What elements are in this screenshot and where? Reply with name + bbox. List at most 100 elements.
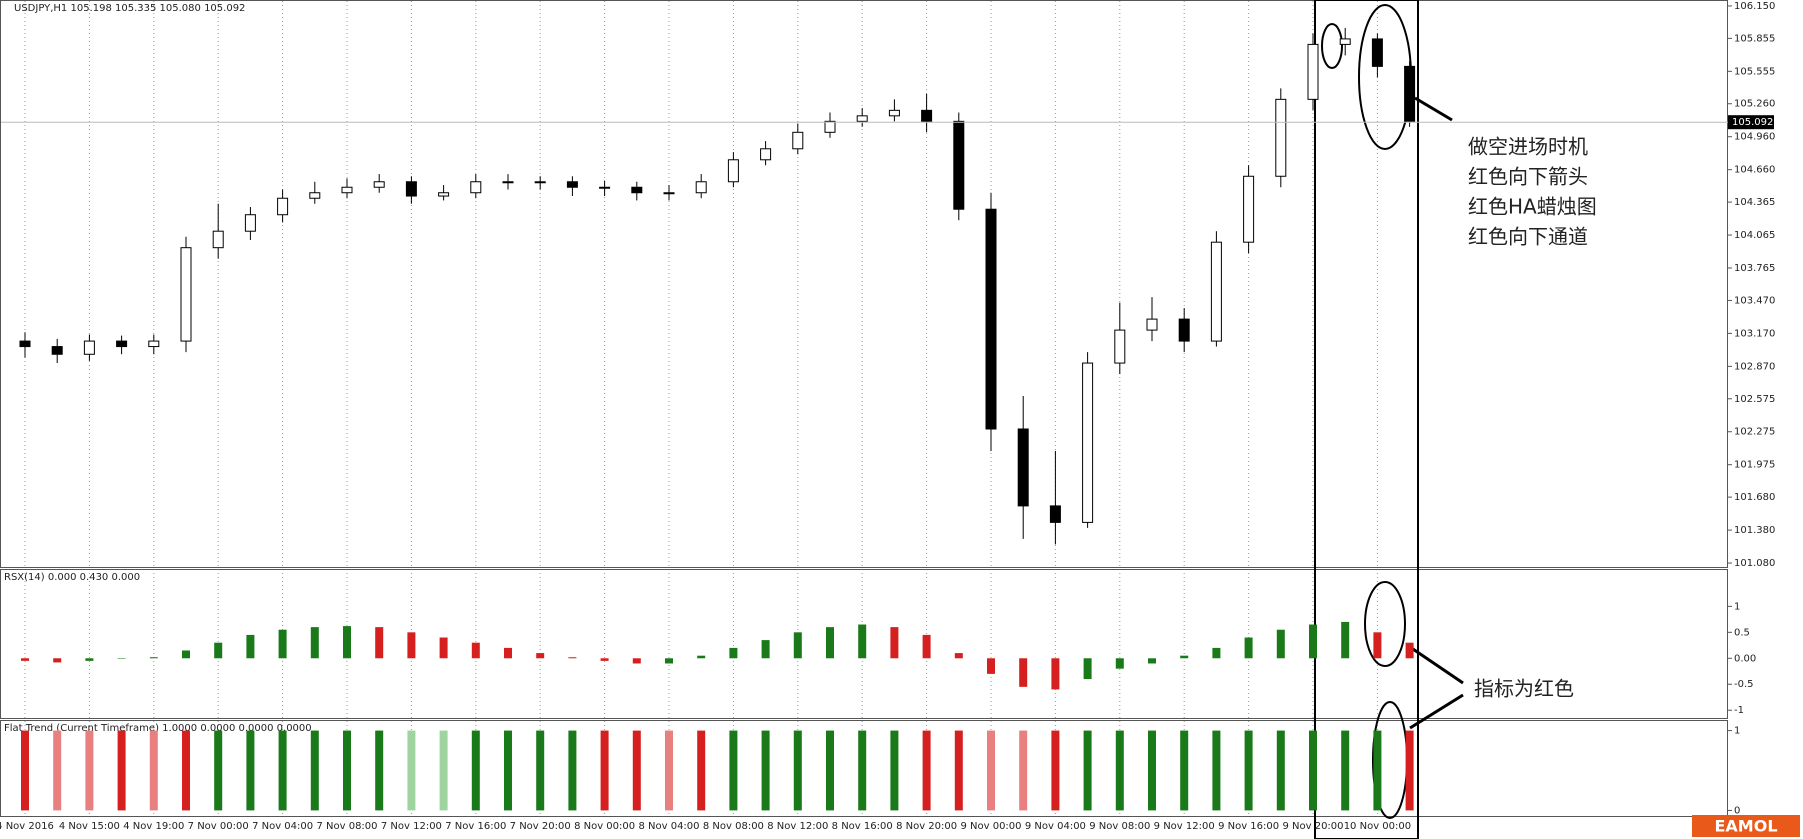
x-tick-label: 10 Nov 00:00 xyxy=(1344,821,1411,832)
bar xyxy=(310,730,319,811)
candle-body xyxy=(83,340,95,355)
y-tick-label: 0 xyxy=(1734,805,1740,816)
bar xyxy=(1276,629,1285,659)
bar xyxy=(1309,624,1317,659)
bar xyxy=(858,730,867,811)
bar xyxy=(665,730,673,811)
bar xyxy=(826,730,834,811)
y-tick-label: -0.5 xyxy=(1734,679,1754,690)
candle-body xyxy=(1404,65,1416,122)
y-tick-label: 105.260 xyxy=(1734,99,1775,110)
y-tick-label: 104.960 xyxy=(1734,132,1775,143)
x-tick-label: 9 Nov 08:00 xyxy=(1089,821,1150,832)
bar xyxy=(1244,637,1253,659)
bar xyxy=(21,730,29,811)
bar xyxy=(53,730,62,811)
highlight-box xyxy=(1314,0,1419,839)
bar xyxy=(568,657,577,659)
annotation: 红色向下通道 xyxy=(1468,225,1588,249)
candle-body xyxy=(631,186,643,194)
bar xyxy=(1276,730,1285,811)
last-price-label: 105.092 xyxy=(1732,117,1773,128)
candle-body xyxy=(438,192,450,197)
x-tick-label: 9 Nov 16:00 xyxy=(1218,821,1279,832)
annotation: 红色HA蜡烛图 xyxy=(1468,195,1597,219)
x-tick-label: 8 Nov 04:00 xyxy=(638,821,699,832)
candle-body xyxy=(1114,329,1126,364)
bar xyxy=(890,730,899,811)
bar xyxy=(826,627,834,659)
bar xyxy=(182,730,190,811)
bar xyxy=(85,730,94,811)
bar xyxy=(214,642,223,659)
candle-body xyxy=(405,181,417,197)
bar xyxy=(536,730,545,811)
x-tick-label: 8 Nov 08:00 xyxy=(703,821,764,832)
candle-body xyxy=(373,181,385,188)
annotation: 做空进场时机 xyxy=(1468,135,1588,159)
candle-body xyxy=(212,230,224,249)
y-tick-label: 103.765 xyxy=(1734,263,1775,274)
y-tick-label: 101.680 xyxy=(1734,492,1775,503)
panel-title: RSX(14) 0.000 0.430 0.000 xyxy=(4,572,140,583)
bar xyxy=(697,655,706,659)
x-tick-label: 7 Nov 20:00 xyxy=(510,821,571,832)
candle-body xyxy=(792,131,804,150)
candle-body xyxy=(244,214,256,232)
candle-body xyxy=(695,181,707,194)
candle-body xyxy=(534,181,546,184)
bar xyxy=(665,658,673,664)
bar xyxy=(149,657,158,659)
bar xyxy=(343,730,351,811)
bar xyxy=(793,632,802,659)
bar xyxy=(85,658,94,661)
bar xyxy=(922,730,931,811)
bar xyxy=(632,730,641,811)
candle-body xyxy=(599,186,611,189)
candle-body xyxy=(1339,38,1351,45)
bar xyxy=(697,730,706,811)
bar xyxy=(53,658,62,663)
x-tick-label: 7 Nov 04:00 xyxy=(252,821,313,832)
x-tick-label: 4 Nov 2016 xyxy=(0,821,54,832)
watermark: EAMOL xyxy=(1714,817,1777,836)
chart-title: USDJPY,H1 105.198 105.335 105.080 105.09… xyxy=(14,3,245,14)
last-price-box xyxy=(1728,115,1774,130)
bar xyxy=(1115,658,1124,669)
bar xyxy=(954,730,963,811)
y-tick-label: 106.150 xyxy=(1734,1,1775,12)
panel-title: Flat Trend (Current Timeframe) 1.0000 0.… xyxy=(4,723,312,734)
bar xyxy=(246,634,255,659)
candle-body xyxy=(180,247,192,342)
bar xyxy=(1051,730,1060,811)
bar xyxy=(182,650,190,659)
bar xyxy=(1405,730,1414,811)
x-tick-label: 8 Nov 00:00 xyxy=(574,821,635,832)
bar xyxy=(310,627,319,659)
bar xyxy=(858,624,867,659)
bar xyxy=(504,647,512,659)
bar xyxy=(1405,642,1414,659)
x-tick-label: 7 Nov 12:00 xyxy=(381,821,442,832)
candle-body xyxy=(1049,505,1061,523)
bar xyxy=(729,647,738,659)
y-tick-label: 1 xyxy=(1734,601,1740,612)
bar xyxy=(214,730,223,811)
candle-body xyxy=(727,159,739,183)
x-tick-label: 4 Nov 19:00 xyxy=(123,821,184,832)
y-tick-label: 103.170 xyxy=(1734,328,1775,339)
candle-body xyxy=(1275,98,1287,177)
y-tick-label: 103.470 xyxy=(1734,295,1775,306)
bar xyxy=(1373,632,1382,659)
bar xyxy=(536,653,545,659)
x-tick-label: 8 Nov 20:00 xyxy=(896,821,957,832)
x-tick-label: 7 Nov 08:00 xyxy=(316,821,377,832)
y-tick-label: 105.855 xyxy=(1734,33,1775,44)
bar xyxy=(439,637,448,659)
bar xyxy=(1212,647,1221,659)
candle-body xyxy=(19,340,31,348)
bar xyxy=(471,730,480,811)
candle-body xyxy=(760,148,772,161)
bar xyxy=(1180,655,1189,659)
